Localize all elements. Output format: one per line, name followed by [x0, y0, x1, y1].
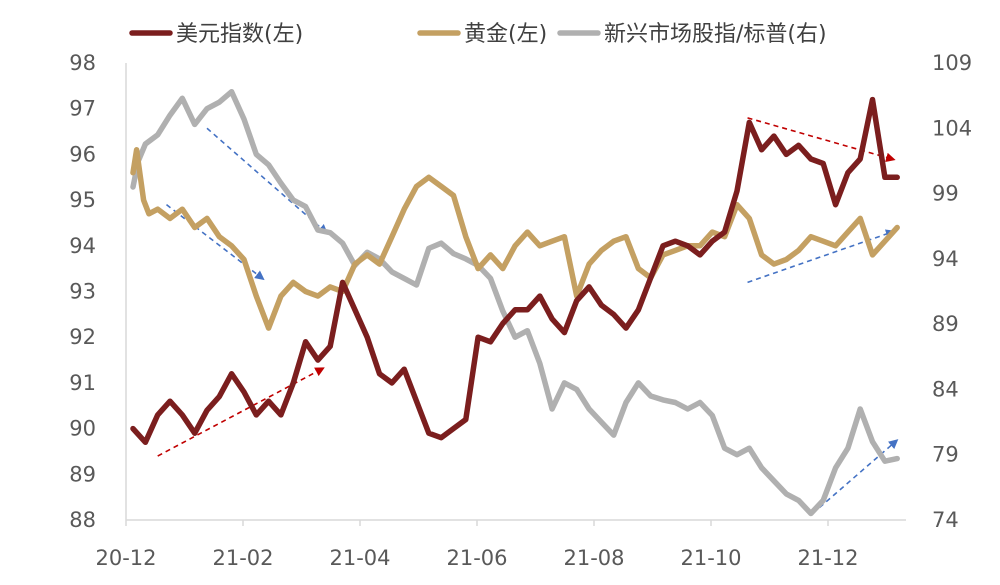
y-right-tick-label: 99: [932, 182, 959, 206]
x-tick-label: 20-12: [95, 546, 156, 570]
y-left-tick-label: 88: [69, 508, 96, 532]
x-tick-label: 21-12: [797, 546, 858, 570]
trend-arrow: [747, 117, 896, 163]
x-tick-label: 21-08: [563, 546, 624, 570]
tick-labels: 88 89 90 91 92 93 94 95 96 97 98 74 79 84 89 94 99 104 109…: [69, 51, 972, 570]
y-left-tick-label: 92: [69, 325, 96, 349]
x-tick-label: 21-04: [329, 546, 390, 570]
gold-line: [130, 147, 900, 331]
y-left-tick-label: 95: [69, 188, 96, 212]
legend-item-em-sp-ratio: 新兴市场股指/标普(右): [557, 22, 827, 47]
y-left-tick-label: 93: [69, 280, 96, 304]
trend-arrow: [206, 127, 328, 234]
y-left-tick-label: 89: [69, 462, 96, 486]
y-left-tick-label: 94: [69, 234, 96, 258]
y-right-tick-label: 74: [932, 508, 959, 532]
y-left-tick-label: 97: [69, 97, 96, 121]
y-right-tick-label: 84: [932, 377, 959, 401]
y-left-tick-label: 90: [69, 417, 96, 441]
y-right-tick-label: 89: [932, 312, 959, 336]
em-sp-ratio-line: [130, 88, 900, 517]
series-lines: [130, 88, 900, 517]
axes: [125, 63, 906, 526]
y-right-tick-label: 79: [932, 443, 959, 467]
legend: 美元指数(左) 黄金(左) 新兴市场股指/标普(右): [129, 22, 827, 47]
trend-annotations: [157, 117, 899, 515]
legend-label: 美元指数(左): [176, 22, 303, 47]
dollar-index-line: [130, 96, 900, 446]
x-tick-label: 21-10: [680, 546, 741, 570]
legend-item-dollar-index: 美元指数(左): [129, 22, 303, 47]
trend-arrow: [812, 439, 899, 515]
y-left-tick-label: 91: [69, 371, 96, 395]
y-left-tick-label: 98: [69, 51, 96, 75]
legend-item-gold: 黄金(左): [417, 22, 547, 47]
y-right-tick-label: 94: [932, 247, 959, 271]
legend-label: 黄金(左): [464, 22, 547, 47]
y-right-tick-label: 109: [932, 51, 972, 75]
legend-label: 新兴市场股指/标普(右): [604, 22, 827, 47]
x-tick-label: 21-02: [212, 546, 273, 570]
y-left-tick-label: 96: [69, 142, 96, 166]
x-tick-label: 21-06: [446, 546, 507, 570]
y-right-tick-label: 104: [932, 116, 972, 140]
